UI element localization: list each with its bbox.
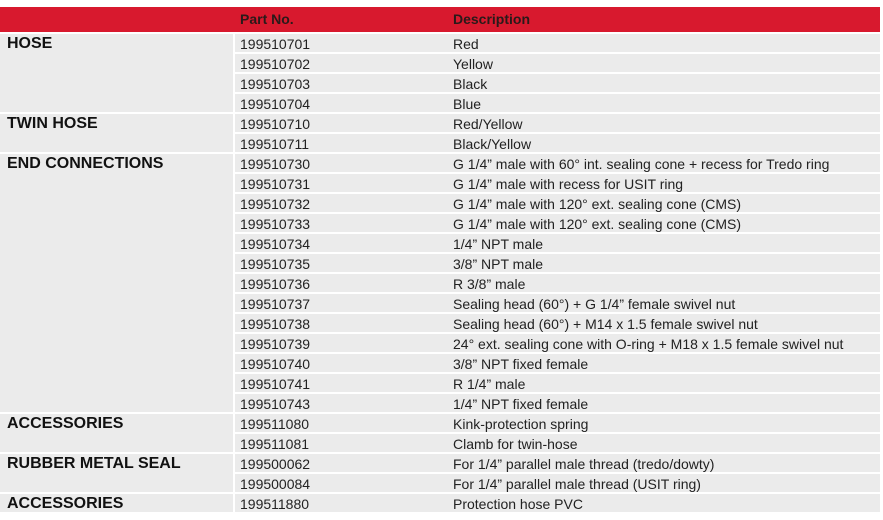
part-number: 199510704: [240, 96, 311, 112]
header-cell: Part No.: [240, 11, 294, 27]
table-row: 199510732 G 1/4” male with 120° ext. seal…: [235, 194, 880, 214]
description: Yellow: [453, 56, 493, 72]
part-number: 199510710: [240, 116, 311, 132]
category-label: END CONNECTIONS: [7, 155, 164, 172]
description: G 1/4” male with 120° ext. sealing cone …: [453, 196, 742, 212]
table-row: 199500062 For 1/4” parallel male thread (…: [235, 454, 880, 474]
part-number: 199500062: [240, 456, 311, 472]
part-number: 199510735: [240, 256, 311, 272]
description: 3/8” NPT male: [453, 256, 543, 272]
table-row: 199500084 For 1/4” parallel male thread (…: [235, 474, 880, 494]
description: Red: [453, 36, 479, 52]
part-number: 199510731: [240, 176, 311, 192]
description: Sealing head (60°) + G 1/4” female swive…: [453, 296, 736, 312]
part-number: 199510711: [240, 136, 310, 152]
part-number: 199510732: [240, 196, 311, 212]
header-cell: Description: [453, 11, 531, 27]
table-header: Part No. Description: [0, 7, 880, 32]
part-number: 199510701: [240, 36, 311, 52]
table-row: 199510701 Red: [235, 34, 880, 54]
part-number: 199510702: [240, 56, 311, 72]
part-number: 199510739: [240, 336, 311, 352]
description: G 1/4” male with 120° ext. sealing cone …: [453, 216, 742, 232]
description: Black: [453, 76, 488, 92]
category-cell: TWIN HOSE: [0, 114, 233, 154]
table-row: 199511080 Kink-protection spring: [235, 414, 880, 434]
table-row: 199510740 3/8” NPT fixed female: [235, 354, 880, 374]
table-row: 199510743 1/4” NPT fixed female: [235, 394, 880, 414]
description: Clamb for twin-hose: [453, 436, 578, 452]
description: 3/8” NPT fixed female: [453, 356, 589, 372]
description: R 1/4” male: [453, 376, 526, 392]
part-number: 199511080: [240, 416, 310, 432]
category-label: RUBBER METAL SEAL: [7, 455, 181, 472]
description: Blue: [453, 96, 482, 112]
part-number: 199510738: [240, 316, 311, 332]
description: 24° ext. sealing cone with O-ring + M18 …: [453, 336, 844, 352]
table-row: 199510733 G 1/4” male with 120° ext. seal…: [235, 214, 880, 234]
table-row: 199510741 R 1/4” male: [235, 374, 880, 394]
table-row: 199510738 Sealing head (60°) + M14 x 1.5 …: [235, 314, 880, 334]
category-cell: RUBBER METAL SEAL: [0, 454, 233, 494]
table-row: 199510730 G 1/4” male with 60° int. seali…: [235, 154, 880, 174]
table-row: 199510739 24° ext. sealing cone with O-ri…: [235, 334, 880, 354]
part-number: 199510743: [240, 396, 311, 412]
part-number: 199510703: [240, 76, 311, 92]
category-label: ACCESSORIES: [7, 415, 124, 432]
description: G 1/4” male with 60° int. sealing cone +…: [453, 156, 830, 172]
part-number: 199511880: [240, 496, 310, 512]
description: Kink-protection spring: [453, 416, 589, 432]
table-row: 199510710 Red/Yellow: [235, 114, 880, 134]
table-row: 199510704 Blue: [235, 94, 880, 114]
description: 1/4” NPT male: [453, 236, 543, 252]
table-row: 199510737 Sealing head (60°) + G 1/4” fem…: [235, 294, 880, 314]
category-label: HOSE: [7, 35, 53, 52]
table-row: 199510702 Yellow: [235, 54, 880, 74]
category-label: TWIN HOSE: [7, 115, 98, 132]
table-row: 199511880 Protection hose PVC: [235, 494, 880, 514]
description: For 1/4” parallel male thread (tredo/dow…: [453, 456, 715, 472]
description: For 1/4” parallel male thread (USIT ring…: [453, 476, 701, 492]
description: 1/4” NPT fixed female: [453, 396, 589, 412]
table-row: 199510731 G 1/4” male with recess for USI…: [235, 174, 880, 194]
category-cell: ACCESSORIES: [0, 494, 233, 514]
part-number: 199510733: [240, 216, 311, 232]
part-number: 199500084: [240, 476, 311, 492]
table-row: 199510703 Black: [235, 74, 880, 94]
part-number: 199510737: [240, 296, 311, 312]
part-number: 199510741: [240, 376, 311, 392]
description: G 1/4” male with recess for USIT ring: [453, 176, 684, 192]
category-cell: ACCESSORIES: [0, 414, 233, 454]
table-row: 199510736 R 3/8” male: [235, 274, 880, 294]
part-number: 199510734: [240, 236, 311, 252]
table-row: 199510711 Black/Yellow: [235, 134, 880, 154]
category-cell: END CONNECTIONS: [0, 154, 233, 414]
table-row: 199511081 Clamb for twin-hose: [235, 434, 880, 454]
part-number: 199510736: [240, 276, 311, 292]
description: Red/Yellow: [453, 116, 523, 132]
table-row: 199510735 3/8” NPT male: [235, 254, 880, 274]
part-number: 199510740: [240, 356, 311, 372]
table-row: 199510734 1/4” NPT male: [235, 234, 880, 254]
part-number: 199511081: [240, 436, 310, 452]
description: Black/Yellow: [453, 136, 532, 152]
description: R 3/8” male: [453, 276, 526, 292]
description: Sealing head (60°) + M14 x 1.5 female sw…: [453, 316, 758, 332]
description: Protection hose PVC: [453, 496, 583, 512]
category-label: ACCESSORIES: [7, 495, 124, 512]
category-cell: HOSE: [0, 34, 233, 114]
part-number: 199510730: [240, 156, 311, 172]
